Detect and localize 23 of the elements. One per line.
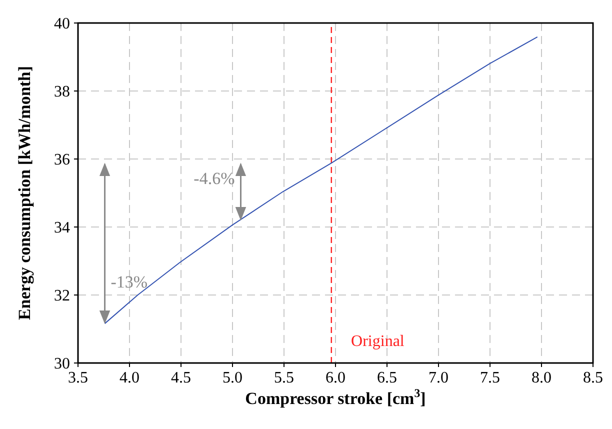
x-tick-label: 8.0 bbox=[532, 369, 552, 386]
x-tick-label: 4.5 bbox=[171, 369, 191, 386]
x-tick-label: 7.0 bbox=[428, 369, 448, 386]
x-tick-label: 7.5 bbox=[480, 369, 500, 386]
y-tick-label: 36 bbox=[54, 152, 70, 169]
ref-line-label: Original bbox=[351, 333, 405, 350]
y-axis-title: Energy consumption [kWh/month] bbox=[15, 66, 34, 320]
x-tick-label: 5.5 bbox=[274, 369, 294, 386]
x-tick-label: 6.5 bbox=[377, 369, 397, 386]
annotation: -4.6% bbox=[194, 169, 235, 188]
x-tick-label: 5.0 bbox=[222, 369, 242, 386]
x-tick-label: 3.5 bbox=[68, 369, 88, 386]
y-tick-label: 34 bbox=[54, 220, 70, 237]
y-tick-label: 38 bbox=[54, 84, 70, 101]
x-tick-label: 4.0 bbox=[120, 369, 140, 386]
x-tick-label: 6.0 bbox=[326, 369, 346, 386]
x-axis-title: Compressor stroke [cm$^{3}$] bbox=[245, 386, 426, 408]
y-tick-label: 40 bbox=[54, 16, 70, 33]
annotation: -13% bbox=[110, 272, 148, 292]
y-tick-label: 30 bbox=[54, 356, 70, 373]
x-tick-label: 8.5 bbox=[583, 369, 603, 386]
y-tick-label: 32 bbox=[54, 288, 70, 305]
line-series bbox=[104, 36, 538, 324]
